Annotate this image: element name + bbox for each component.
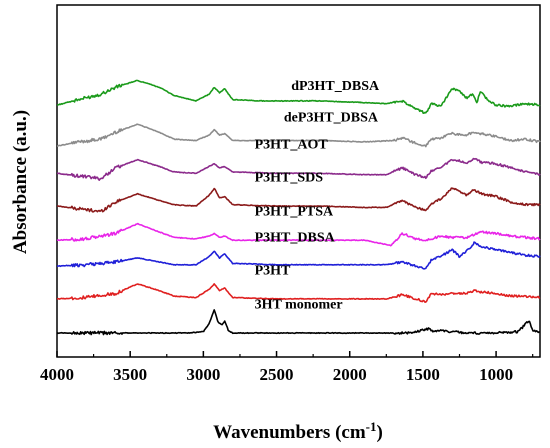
series-line-p3ht-sds: [57, 187, 541, 213]
plot-frame: [56, 4, 541, 358]
x-axis-ticks: 4000 3500 3000 2500 2000 1500 1000: [40, 351, 534, 384]
series-label-p3ht: P3HT: [255, 263, 291, 278]
series-line-p3ht-aot: [56, 157, 541, 181]
x-tick-label: 3000: [186, 365, 220, 384]
y-axis-title: Absorbance (a.u.): [10, 110, 31, 254]
series-line-dp3ht-dbsa: [56, 79, 541, 114]
series-labels: dP3HT_DBSA deP3HT_DBSA P3HT_AOT P3HT_SDS P3H…: [255, 79, 380, 312]
x-tick-label: 2000: [333, 365, 367, 384]
series-line-3ht-monomer: [56, 309, 540, 336]
series-label-dp3ht-dbsa: dP3HT_DBSA: [291, 79, 380, 94]
x-axis-title-main: Wavenumbers (cm: [213, 422, 366, 443]
x-tick-label: 2500: [260, 365, 294, 384]
series-label-p3ht-sds: P3HT_SDS: [255, 171, 324, 186]
series-label-dep3ht-dbsa: deP3HT_DBSA: [284, 110, 379, 125]
x-axis-title-sup: -1: [366, 419, 377, 434]
x-tick-label: 1500: [406, 365, 440, 384]
x-axis-title: Wavenumbers (cm-1): [213, 419, 383, 443]
series-label-p3ht-dbsa: P3HT_DBSA: [255, 231, 336, 246]
series-line-dep3ht-dbsa: [56, 123, 541, 148]
series-label-p3ht-ptsa: P3HT_PTSA: [255, 205, 334, 220]
x-axis-title-close: ): [377, 422, 383, 443]
x-tick-label: 4000: [40, 365, 74, 384]
series-line-p3ht: [57, 283, 541, 303]
series-label-3ht-monomer: 3HT monomer: [255, 297, 343, 312]
series-group: [56, 79, 541, 336]
series-line-p3ht-dbsa: [56, 241, 541, 270]
x-tick-label: 1000: [479, 365, 513, 384]
series-label-p3ht-aot: P3HT_AOT: [255, 138, 329, 153]
x-tick-label: 3500: [113, 365, 147, 384]
series-line-p3ht-ptsa: [56, 222, 541, 247]
